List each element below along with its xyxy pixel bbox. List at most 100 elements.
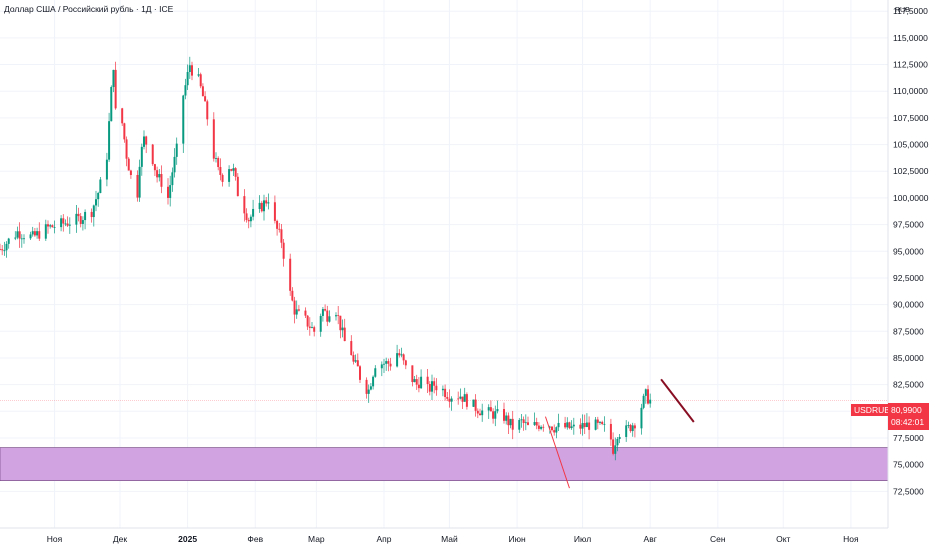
x-tick-label: Апр — [377, 534, 392, 544]
candle-body — [81, 220, 84, 224]
candle-body — [252, 208, 255, 217]
candle-body — [520, 419, 523, 421]
candle-body — [356, 360, 359, 367]
candle-body — [411, 365, 414, 383]
axis-unit-label: RUB — [895, 7, 910, 14]
candle-body — [609, 423, 612, 440]
candle-body — [509, 418, 512, 426]
candle-body — [217, 158, 220, 168]
candle-body — [413, 379, 416, 383]
candle-body — [457, 398, 460, 400]
trendlines[interactable] — [544, 378, 695, 489]
candle-body — [64, 223, 67, 225]
x-tick-label: 2025 — [178, 534, 197, 544]
candle-body — [308, 326, 311, 328]
y-tick-label: 117,5000 — [893, 6, 928, 16]
candle-body — [167, 186, 169, 198]
trendline[interactable] — [660, 378, 695, 423]
candle-body — [108, 121, 111, 160]
symbol-badge: USDRUB — [851, 404, 893, 416]
candle-body — [212, 119, 215, 159]
candle-body — [627, 425, 630, 426]
candle-body — [533, 422, 536, 425]
candle-body — [631, 425, 634, 432]
trendline[interactable] — [544, 416, 570, 489]
candle-body — [18, 231, 21, 239]
candle-body — [295, 309, 298, 315]
candle-body — [389, 363, 392, 367]
candle-body — [258, 202, 261, 209]
candle-body — [479, 413, 481, 416]
candle-body — [557, 422, 560, 428]
candle-body — [191, 65, 193, 76]
candle-body — [496, 409, 499, 412]
gridlines — [0, 0, 888, 528]
candle-body — [572, 424, 575, 427]
x-tick-label: Июл — [574, 534, 591, 544]
candle-body — [234, 168, 237, 177]
bar-countdown: 08:42:01 — [891, 417, 925, 427]
candle-body — [232, 168, 235, 171]
candle-body — [426, 376, 429, 385]
candle-body — [110, 86, 113, 122]
y-tick-label: 100,0000 — [893, 193, 929, 203]
candle-body — [511, 418, 514, 430]
candle-body — [293, 300, 296, 315]
candle-body — [16, 231, 19, 238]
candle-body — [0, 249, 1, 250]
candle-body — [372, 376, 375, 387]
candle-body — [97, 192, 100, 200]
candle-body — [47, 224, 49, 227]
candle-body — [564, 422, 567, 428]
candle-body — [160, 174, 163, 187]
candle-body — [537, 425, 540, 429]
candle-body — [441, 388, 444, 391]
y-tick-label: 112,5000 — [893, 60, 928, 70]
x-tick-label: Авг — [644, 534, 657, 544]
candle-body — [173, 156, 176, 173]
candle-body — [265, 200, 268, 204]
candle-body — [415, 379, 418, 385]
candle-body — [649, 399, 652, 404]
candle-body — [306, 315, 309, 327]
candle-body — [341, 327, 344, 331]
candle-body — [402, 354, 405, 361]
support-zone[interactable] — [0, 447, 889, 481]
candle-body — [420, 376, 423, 389]
candle-body — [112, 69, 115, 87]
candle-body — [53, 227, 56, 228]
candle-body — [400, 354, 403, 356]
candle-body — [68, 224, 71, 226]
candle-body — [548, 426, 551, 428]
candle-body — [14, 237, 17, 239]
price-axis[interactable]: 72,500075,000077,500080,000082,500085,00… — [893, 6, 929, 496]
candle-body — [581, 423, 584, 429]
candle-body — [319, 315, 322, 332]
candle-body — [182, 95, 185, 144]
candle-body — [204, 96, 207, 102]
candle-body — [29, 234, 32, 239]
candle-body — [354, 360, 357, 362]
candle-body — [3, 250, 6, 252]
candle-body — [62, 218, 65, 224]
candle-body — [153, 164, 156, 171]
candle-body — [291, 290, 294, 301]
candle-body — [326, 310, 329, 322]
candle-body — [337, 315, 340, 317]
candle-body — [435, 385, 438, 391]
y-tick-label: 75,0000 — [893, 460, 924, 470]
time-axis[interactable]: Ноя Дек 2025 Фев Мар Апр Май Июн Июл Авг Сен Окт Ноя — [47, 534, 859, 544]
candle-body — [206, 101, 209, 120]
candle-body — [31, 231, 34, 235]
candle-body — [282, 242, 285, 259]
candle-body — [247, 219, 250, 222]
candle-body — [642, 395, 645, 408]
candle-body — [566, 422, 569, 428]
candle-body — [236, 176, 239, 197]
candle-body — [33, 231, 36, 236]
candle-body — [459, 396, 462, 399]
candle-body — [444, 388, 447, 397]
candle-body — [585, 422, 588, 428]
candle-body — [555, 427, 558, 433]
